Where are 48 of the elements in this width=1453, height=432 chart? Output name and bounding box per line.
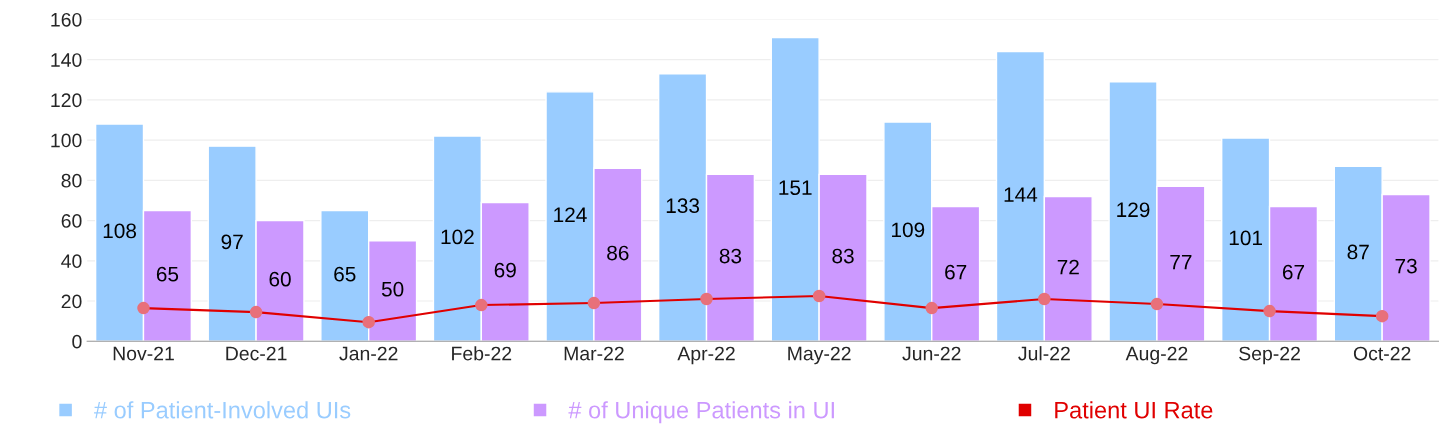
data-label: 133 (666, 198, 700, 214)
y-tick-label: 80 (61, 173, 82, 188)
y-tick-label: 40 (61, 254, 82, 269)
x-tick-label: Jul-22 (1018, 346, 1070, 361)
data-label: 101 (1229, 230, 1262, 246)
data-label: 73 (1395, 258, 1417, 274)
x-tick-label: Aug-22 (1125, 346, 1188, 365)
data-label: 87 (1347, 244, 1369, 260)
y-tick-label: 20 (61, 294, 82, 309)
x-tick-label: Nov-21 (113, 346, 174, 361)
data-label: 97 (221, 234, 243, 250)
x-tick-label: Apr-22 (677, 346, 735, 365)
data-label: 69 (494, 262, 516, 278)
legend-label: # of Unique Patients in UI (568, 401, 834, 424)
data-label: 50 (381, 281, 404, 297)
y-tick-label: 120 (51, 93, 82, 108)
data-label: 151 (779, 180, 812, 195)
data-label: 65 (334, 266, 356, 282)
x-tick-label: Oct-22 (1353, 346, 1411, 361)
data-label: 67 (1282, 264, 1305, 280)
legend-label: Patient UI Rate (1055, 401, 1213, 419)
data-label: 60 (269, 271, 291, 287)
data-label: 65 (156, 266, 179, 282)
data-label: 83 (832, 248, 854, 264)
y-tick-label: 160 (51, 12, 82, 27)
y-tick-label: 0 (72, 334, 82, 349)
data-label: 108 (103, 223, 137, 239)
y-tick-label: 140 (51, 53, 82, 67)
x-tick-label: Jun-22 (902, 346, 961, 361)
data-label: 86 (607, 245, 629, 261)
x-tick-label: May-22 (788, 346, 851, 365)
data-label: 77 (1170, 254, 1192, 270)
data-label: 144 (1004, 187, 1038, 202)
data-label: 102 (441, 229, 474, 245)
x-tick-label: Mar-22 (564, 346, 624, 361)
data-label: 124 (554, 207, 587, 222)
data-label: 83 (719, 248, 742, 264)
y-tick-label: 100 (51, 133, 82, 148)
legend-label: # of Patient-Involved UIs (94, 401, 351, 419)
y-tick-label: 60 (61, 214, 82, 228)
x-tick-label: Feb-22 (452, 346, 512, 361)
data-label: 72 (1057, 259, 1079, 275)
x-tick-label: Sep-22 (1239, 346, 1300, 365)
x-tick-label: Dec-21 (226, 346, 287, 361)
data-label: 67 (945, 264, 967, 280)
data-label: 129 (1117, 202, 1150, 218)
x-tick-label: Jan-22 (339, 346, 398, 361)
data-label: 109 (892, 222, 925, 238)
